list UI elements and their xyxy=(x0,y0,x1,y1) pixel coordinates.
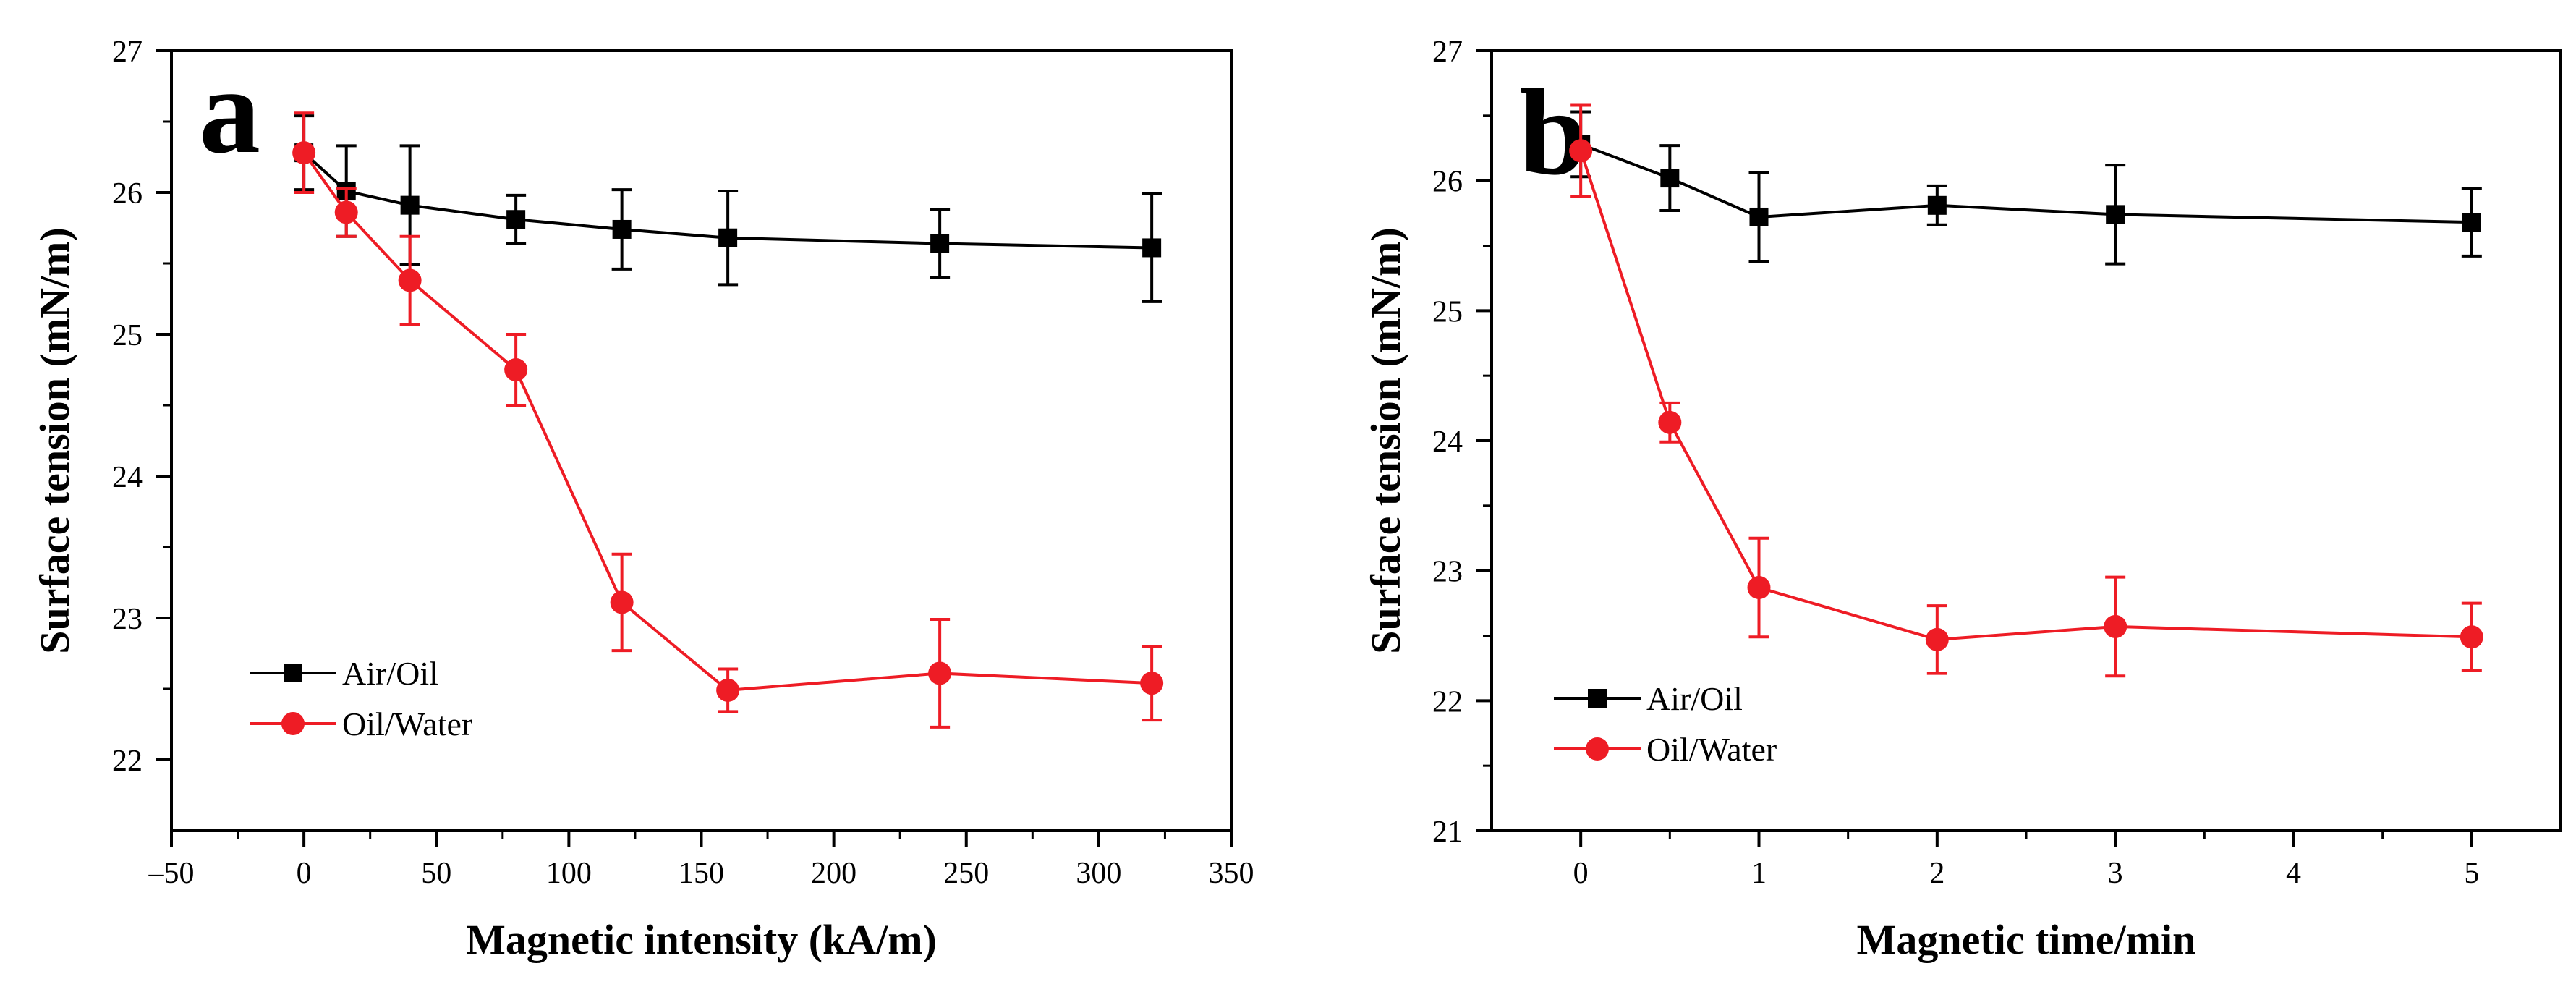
data-point-air-oil xyxy=(2462,213,2481,232)
y-tick-label: 25 xyxy=(112,319,143,352)
data-point-oil-water xyxy=(504,358,528,381)
y-tick-label: 27 xyxy=(112,35,143,69)
data-point-oil-water xyxy=(2104,614,2127,638)
data-point-oil-water xyxy=(334,200,358,224)
plot-frame xyxy=(170,49,1233,832)
x-tick-label: 150 xyxy=(679,857,724,890)
data-point-air-oil xyxy=(1749,207,1769,226)
data-point-air-oil xyxy=(1142,238,1162,258)
panel-label: b xyxy=(1519,64,1588,200)
data-point-air-oil xyxy=(2106,205,2125,224)
y-axis-title: Surface tension (mN/m) xyxy=(31,227,78,654)
legend-label-oil-water: Oil/Water xyxy=(1646,731,1777,768)
x-tick-label: 350 xyxy=(1209,857,1254,890)
data-point-oil-water xyxy=(610,590,634,614)
legend-label-air-oil: Air/Oil xyxy=(342,655,438,692)
x-axis-title: Magnetic intensity (kA/m) xyxy=(466,916,937,963)
x-tick-label: 5 xyxy=(2464,857,2479,890)
data-point-air-oil xyxy=(506,210,526,229)
x-tick-label: 50 xyxy=(421,857,451,890)
y-tick-label: 26 xyxy=(112,177,143,211)
data-point-air-oil xyxy=(612,219,632,239)
x-tick-label: 0 xyxy=(297,857,312,890)
y-tick-label: 22 xyxy=(1432,685,1463,719)
chart-panel-a: –50 0 50 100 150 200 250 300 350 22 23 24 25 26 27 Magn… xyxy=(31,35,1254,963)
data-point-air-oil xyxy=(400,195,420,215)
data-point-air-oil xyxy=(1660,169,1680,188)
series-line-air-oil xyxy=(1580,143,2472,224)
data-point-air-oil xyxy=(1927,195,1947,215)
data-point-oil-water xyxy=(2460,625,2483,649)
data-point-oil-water xyxy=(292,141,316,165)
data-point-oil-water xyxy=(1747,576,1771,600)
data-point-air-oil xyxy=(930,234,950,253)
x-tick-label: 100 xyxy=(546,857,592,890)
y-tick-label: 22 xyxy=(112,745,143,778)
panel-label: a xyxy=(199,43,260,179)
y-axis-title: Surface tension (mN/m) xyxy=(1362,227,1409,654)
x-tick-label: 4 xyxy=(2286,857,2301,890)
legend-marker-air-oil xyxy=(284,664,302,682)
legend-label-oil-water: Oil/Water xyxy=(342,706,472,742)
x-tick-label: 250 xyxy=(943,857,989,890)
legend-label-air-oil: Air/Oil xyxy=(1646,680,1743,717)
x-tick-label: 2 xyxy=(1929,857,1944,890)
data-point-oil-water xyxy=(1140,672,1164,695)
y-tick-label: 24 xyxy=(112,461,143,494)
series-line-oil-water xyxy=(302,151,1152,692)
x-tick-label: 0 xyxy=(1573,857,1589,890)
x-tick-label: 300 xyxy=(1076,857,1121,890)
data-point-oil-water xyxy=(1925,627,1949,651)
data-point-oil-water xyxy=(716,678,740,702)
y-tick-label: 21 xyxy=(1432,816,1463,849)
y-tick-label: 27 xyxy=(1432,35,1463,69)
data-point-oil-water xyxy=(928,661,952,685)
y-tick-label: 26 xyxy=(1432,166,1463,199)
x-tick-label: 200 xyxy=(811,857,856,890)
x-tick-label: 1 xyxy=(1751,857,1767,890)
x-tick-label: 3 xyxy=(2108,857,2123,890)
y-tick-label: 23 xyxy=(1432,556,1463,589)
series-line-air-oil xyxy=(302,151,1152,250)
data-point-air-oil xyxy=(718,228,738,247)
x-axis-title: Magnetic time/min xyxy=(1857,916,2196,963)
y-tick-label: 25 xyxy=(1432,295,1463,329)
legend-marker-oil-water xyxy=(281,712,305,735)
legend-marker-oil-water xyxy=(1586,737,1609,761)
y-tick-label: 24 xyxy=(1432,425,1463,459)
legend-marker-air-oil xyxy=(1588,689,1607,708)
data-point-oil-water xyxy=(1569,139,1593,163)
data-point-oil-water xyxy=(398,268,422,292)
series-line-oil-water xyxy=(1579,150,2472,641)
x-tick-label: –50 xyxy=(148,857,195,890)
y-tick-label: 23 xyxy=(112,603,143,636)
data-point-oil-water xyxy=(1658,410,1682,434)
